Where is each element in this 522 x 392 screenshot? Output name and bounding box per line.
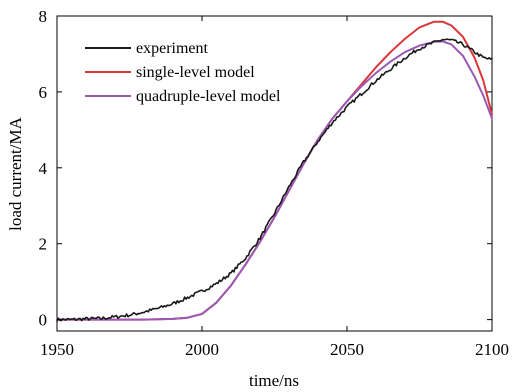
legend-label: single-level model <box>136 64 255 81</box>
x-tick-label: 2100 <box>475 340 509 359</box>
y-tick-label: 0 <box>39 311 48 330</box>
series-line-0 <box>56 38 493 323</box>
legend-label: quadruple-level model <box>136 88 281 105</box>
y-tick-label: 2 <box>39 235 48 254</box>
y-tick-label: 8 <box>39 7 48 26</box>
x-tick-label: 2050 <box>330 340 364 359</box>
y-axis-label: load current/MA <box>6 116 25 230</box>
legend-label: experiment <box>136 40 209 57</box>
y-tick-label: 4 <box>39 159 48 178</box>
ticks-layer: 1950 2000 2050 2100 0 2 4 6 8 <box>39 7 510 359</box>
plot-frame <box>56 15 493 332</box>
x-axis-label: time/ns <box>249 371 299 390</box>
series-layer <box>56 20 493 323</box>
series-line-1 <box>56 20 493 321</box>
y-tick-label: 6 <box>39 83 48 102</box>
series-line-2 <box>56 40 493 321</box>
x-tick-label: 1950 <box>40 340 74 359</box>
legend: experiment single-level model quadruple-le… <box>85 40 281 105</box>
x-tick-label: 2000 <box>185 340 219 359</box>
